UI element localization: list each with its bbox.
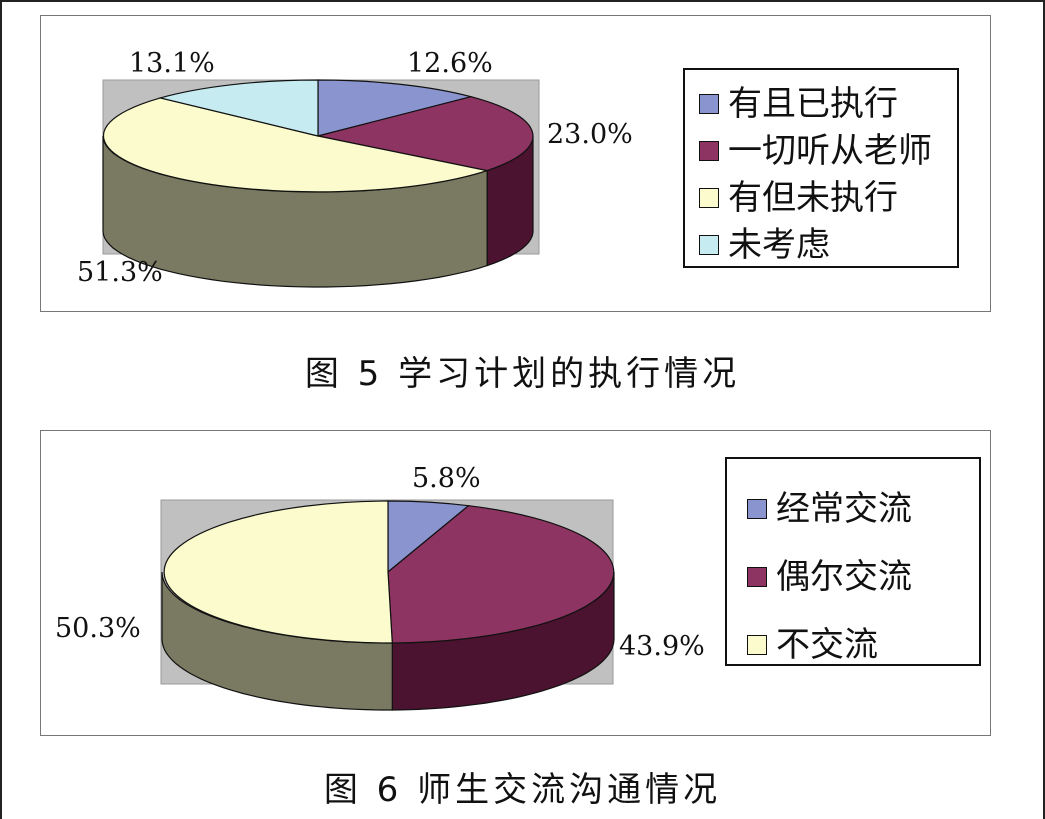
legend-item: 一切听从老师 [699, 127, 957, 174]
legend-label: 经常交流 [776, 489, 912, 529]
legend-item: 有且已执行 [699, 80, 957, 127]
chart-5-box: 12.6% 23.0% 51.3% 13.1% 有且已执行 一切听从老师 有但未执行 … [40, 15, 991, 312]
figure-6-caption: 图 6 师生交流沟通情况 [323, 770, 722, 810]
data-label-0: 12.6% [407, 48, 493, 79]
pie-slice-2 [102, 97, 490, 193]
legend-item: 有但未执行 [699, 174, 957, 221]
legend-item: 经常交流 [747, 475, 979, 543]
data-label-3: 13.1% [129, 48, 215, 79]
pie-slice-1 [387, 505, 615, 644]
pie-slice-1 [317, 96, 534, 172]
chart-6-pie: 5.8% 43.9% 50.3% [55, 463, 705, 711]
legend-swatch [747, 499, 767, 519]
chart-6-box: 5.8% 43.9% 50.3% 经常交流 偶尔交流 不交流 [40, 430, 991, 736]
legend-swatch [699, 187, 719, 208]
chart-5-pie: 12.6% 23.0% 51.3% 13.1% [77, 48, 633, 288]
data-label-1: 43.9% [619, 631, 705, 662]
legend-label: 一切听从老师 [728, 130, 932, 171]
legend-swatch [747, 635, 767, 655]
legend-item: 偶尔交流 [747, 543, 979, 611]
legend-swatch [747, 567, 767, 587]
legend-item: 不交流 [747, 611, 979, 679]
legend-swatch [699, 140, 719, 161]
data-label-2: 50.3% [55, 613, 141, 644]
chart-5-legend: 有且已执行 一切听从老师 有但未执行 未考虑 [683, 68, 959, 268]
legend-label: 不交流 [776, 625, 878, 665]
legend-swatch [699, 234, 719, 255]
data-label-0: 5.8% [412, 463, 481, 494]
figure-5-caption: 图 5 学习计划的执行情况 [304, 354, 741, 394]
legend-label: 有但未执行 [728, 177, 898, 218]
chart-6-legend: 经常交流 偶尔交流 不交流 [725, 457, 981, 666]
legend-label: 偶尔交流 [776, 557, 912, 597]
pie-slice-2 [163, 500, 393, 644]
legend-label: 未考虑 [728, 224, 830, 265]
pie-slice-3 [158, 79, 319, 137]
data-label-2: 51.3% [77, 257, 163, 288]
legend-swatch [699, 93, 719, 114]
legend-label: 有且已执行 [728, 83, 898, 124]
pie-slice-0 [317, 79, 474, 137]
data-label-1: 23.0% [547, 119, 633, 150]
legend-item: 未考虑 [699, 221, 957, 268]
